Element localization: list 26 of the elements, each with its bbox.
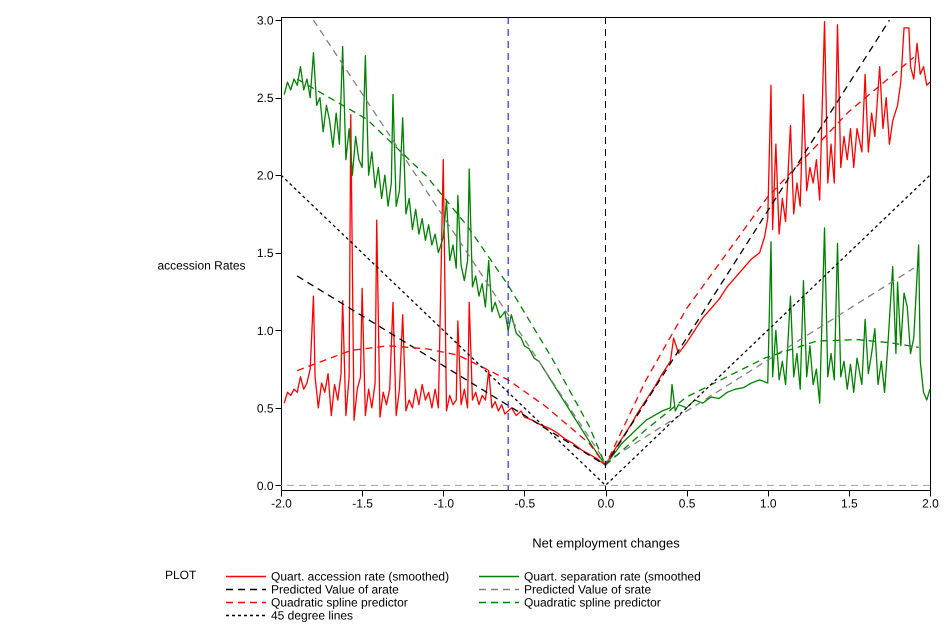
legend-label: Quadratic spline predictor: [271, 596, 408, 610]
y-tick-label: 2.5: [256, 91, 274, 106]
y-tick-label: 2.0: [256, 168, 274, 183]
x-tick-label: -0.5: [514, 496, 536, 510]
legend-label: Predicted Value of srate: [524, 582, 652, 596]
x-tick-label: 1.5: [841, 496, 858, 510]
x-tick-label: 0.5: [678, 496, 696, 510]
y-tick-label: 0.0: [256, 478, 274, 493]
legend-label: Quadratic spline predictor: [524, 596, 661, 610]
x-tick-label: -1.0: [433, 496, 454, 510]
y-tick-label: 0.5: [256, 401, 274, 416]
y-tick-label: 1.5: [256, 246, 274, 260]
x-tick-label: -1.5: [352, 496, 374, 510]
y-axis-title: accession Rates: [157, 258, 246, 272]
x-tick-label: 0.0: [598, 496, 615, 510]
legend-title: PLOT: [165, 568, 198, 582]
x-tick-label: -2.0: [271, 496, 292, 510]
legend-label: Quart. separation rate (smoothed: [524, 570, 701, 584]
x-tick-label: 1.0: [760, 496, 777, 510]
y-tick-label: 1.0: [256, 324, 274, 338]
legend-label: 45 degree lines: [271, 608, 354, 622]
x-tick-label: 2.0: [922, 496, 940, 510]
legend-label: Predicted Value of arate: [271, 582, 400, 596]
y-tick-label: 3.0: [256, 14, 274, 28]
x-axis-title: Net employment changes: [532, 536, 680, 550]
legend-label: Quart. accession rate (smoothed): [271, 570, 450, 584]
